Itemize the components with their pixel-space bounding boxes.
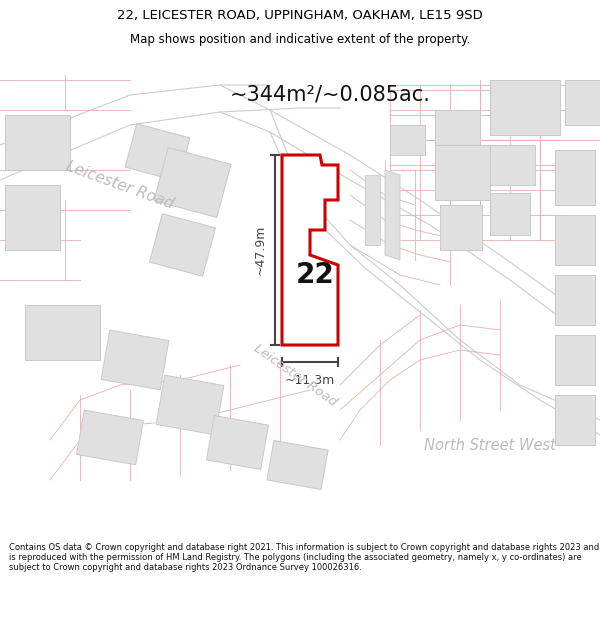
Bar: [206, 416, 268, 469]
Bar: [435, 145, 490, 200]
Bar: [156, 375, 224, 435]
Text: Contains OS data © Crown copyright and database right 2021. This information is : Contains OS data © Crown copyright and d…: [9, 542, 599, 572]
Bar: [490, 80, 560, 135]
Bar: [77, 410, 143, 465]
Text: ~344m²/~0.085ac.: ~344m²/~0.085ac.: [230, 85, 431, 105]
Bar: [490, 145, 535, 185]
Bar: [101, 330, 169, 390]
Text: Leicester Road: Leicester Road: [251, 341, 339, 409]
Bar: [440, 205, 482, 250]
Bar: [555, 335, 595, 385]
Bar: [555, 395, 595, 445]
Bar: [435, 110, 480, 145]
Bar: [555, 150, 595, 205]
Text: Map shows position and indicative extent of the property.: Map shows position and indicative extent…: [130, 33, 470, 46]
Text: ~47.9m: ~47.9m: [254, 225, 267, 275]
Bar: [25, 305, 100, 360]
Bar: [565, 80, 600, 125]
Text: 22: 22: [296, 261, 334, 289]
Bar: [267, 441, 328, 489]
Bar: [555, 275, 595, 325]
Polygon shape: [365, 175, 380, 245]
Bar: [125, 124, 190, 181]
Bar: [149, 214, 215, 276]
Text: North Street West: North Street West: [424, 438, 556, 452]
Polygon shape: [282, 155, 338, 345]
Text: Leicester Road: Leicester Road: [64, 159, 176, 211]
Text: ~11.3m: ~11.3m: [285, 374, 335, 387]
Text: 22, LEICESTER ROAD, UPPINGHAM, OAKHAM, LE15 9SD: 22, LEICESTER ROAD, UPPINGHAM, OAKHAM, L…: [117, 9, 483, 22]
Polygon shape: [385, 170, 400, 260]
Bar: [490, 193, 530, 235]
Bar: [390, 125, 425, 155]
Bar: [555, 215, 595, 265]
Bar: [5, 185, 60, 250]
Bar: [154, 148, 231, 218]
Bar: [5, 115, 70, 170]
